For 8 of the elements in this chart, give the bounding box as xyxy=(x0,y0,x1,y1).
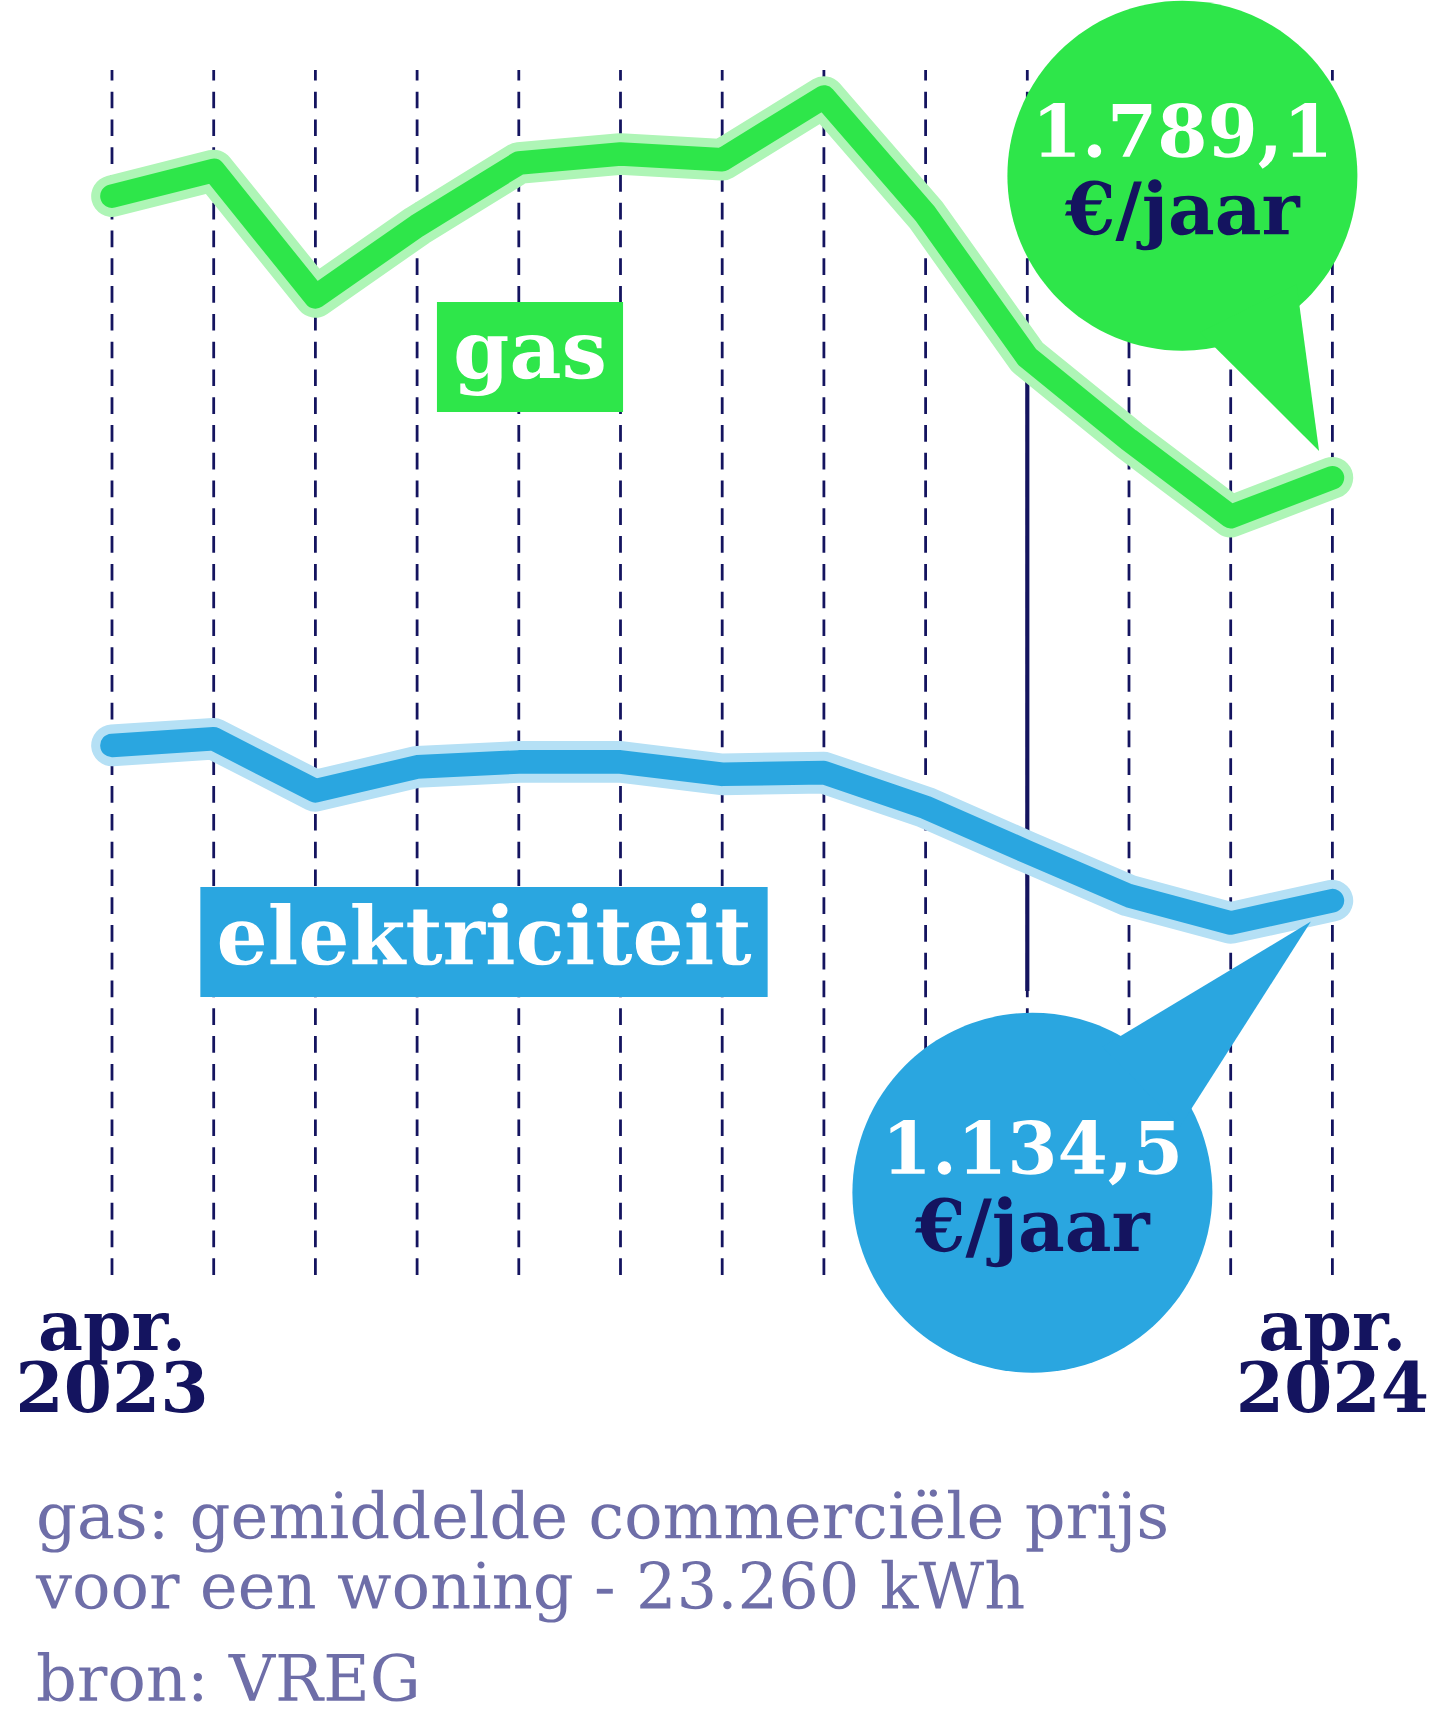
series-label: gas xyxy=(456,335,604,396)
series-label: elektriciteit xyxy=(219,903,752,966)
annotation: 1.789,1 €/jaar xyxy=(1040,103,1326,251)
x-tick-label: apr. 2023 xyxy=(20,1312,205,1413)
text: bron: VREG xyxy=(37,1652,416,1702)
x-tick-label: apr. 2024 xyxy=(1240,1312,1427,1413)
text: 1.134,5 €/jaar xyxy=(890,1120,1178,1268)
text: gas: gemiddelde commerciële prijs voor een woning - 23.260 kWh xyxy=(35,1489,1166,1623)
